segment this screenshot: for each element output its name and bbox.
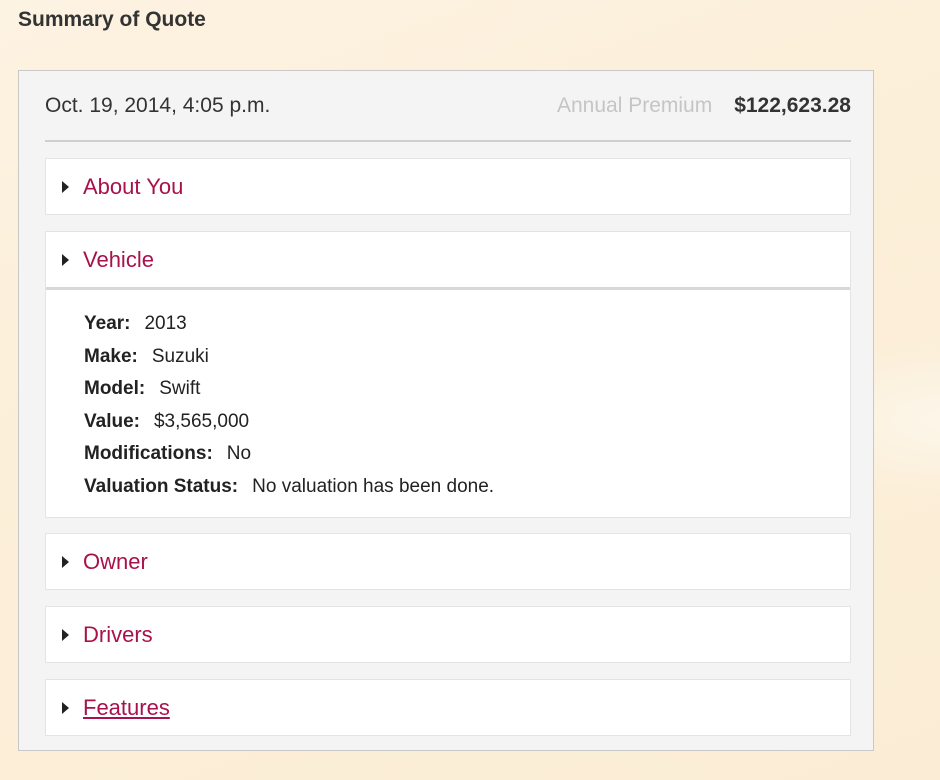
caret-right-icon [62,253,69,266]
section-owner: Owner [45,533,851,590]
detail-row: Model: Swift [84,375,850,408]
detail-value: No valuation has been done. [252,475,495,497]
detail-label: Model: [84,378,146,399]
detail-label: Value: [84,410,140,432]
detail-label: Year: [84,313,131,334]
section-toggle-features[interactable]: Features [46,680,850,735]
section-toggle-drivers[interactable]: Drivers [46,607,850,662]
section-about-you: About You [45,158,851,215]
section-drivers: Drivers [45,606,851,663]
quote-header: Oct. 19, 2014, 4:05 p.m. Annual Premium … [45,71,851,142]
detail-value: $3,565,000 [153,410,250,432]
detail-value: Suzuki [151,345,209,367]
caret-right-icon [62,701,69,714]
annual-premium-label: Annual Premium [556,93,713,117]
quote-summary-card: Oct. 19, 2014, 4:05 p.m. Annual Premium … [18,70,874,751]
detail-label: Make: [84,345,138,367]
section-title[interactable]: Drivers [83,621,153,647]
section-title[interactable]: Owner [83,548,148,574]
section-toggle-vehicle[interactable]: Vehicle [46,232,850,287]
detail-value: No [226,443,252,464]
detail-row: Value: $3,565,000 [84,408,850,441]
section-toggle-about-you[interactable]: About You [46,159,850,214]
detail-row: Valuation Status: No valuation has been d… [84,473,850,506]
caret-right-icon [62,180,69,193]
quote-date: Oct. 19, 2014, 4:05 p.m. [45,93,271,117]
vehicle-details: Year: 2013 Make: Suzuki Model: Swift Value:… [46,287,850,517]
section-vehicle: Vehicle Year: 2013 Make: Suzuki Model: Swif… [45,231,851,518]
annual-premium-value: $122,623.28 [734,93,851,117]
detail-label: Modifications: [84,443,213,464]
detail-value: Swift [159,378,201,399]
section-title[interactable]: Features [83,694,170,720]
caret-right-icon [62,628,69,641]
detail-value: 2013 [144,313,187,334]
detail-label: Valuation Status: [84,475,239,497]
section-title[interactable]: Vehicle [83,246,154,272]
detail-row: Make: Suzuki [84,343,850,376]
caret-right-icon [62,555,69,568]
section-toggle-owner[interactable]: Owner [46,534,850,589]
section-title[interactable]: About You [83,173,184,199]
section-features: Features [45,679,851,736]
detail-row: Year: 2013 [84,310,850,343]
detail-row: Modifications: No [84,440,850,473]
page-title: Summary of Quote [18,8,206,31]
